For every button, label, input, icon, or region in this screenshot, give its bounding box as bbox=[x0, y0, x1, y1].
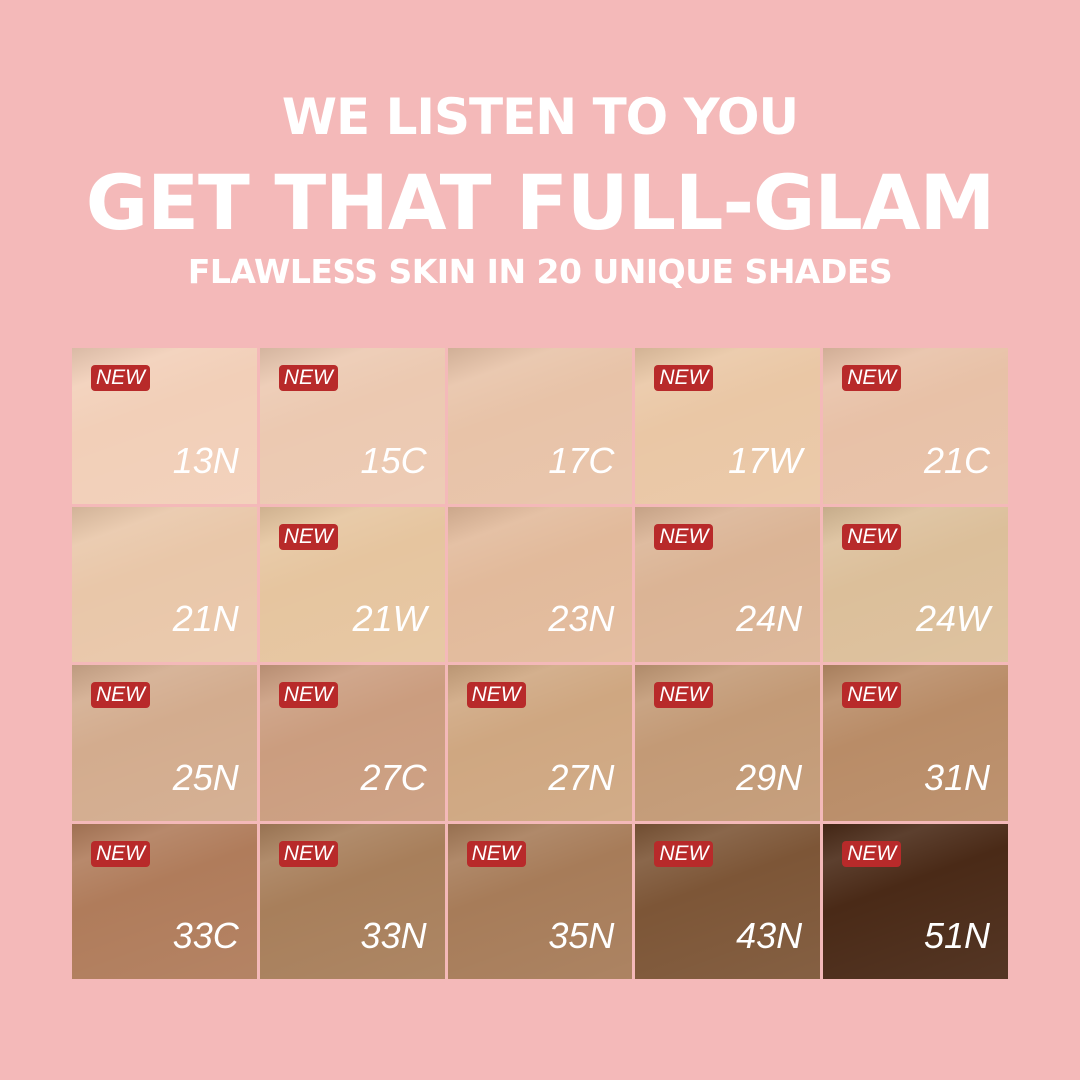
shade-swatch: 23N bbox=[447, 506, 633, 662]
headline-sub: FLAWLESS SKIN IN 20 UNIQUE SHADES bbox=[187, 252, 893, 291]
shade-grid: NEW 13N NEW 15C 17C NEW 17W NEW 21C 21N NEW 21W 23N N… bbox=[72, 348, 1008, 979]
shade-name: 29N bbox=[736, 756, 803, 798]
shade-swatch: 21N bbox=[72, 506, 257, 662]
shade-swatch: NEW 51N bbox=[823, 823, 1008, 979]
shade-name: 33C bbox=[172, 915, 239, 956]
new-badge: NEW bbox=[842, 682, 902, 708]
shade-swatch: 17C bbox=[447, 348, 633, 504]
shade-swatch: NEW 13N bbox=[72, 348, 257, 504]
new-badge: NEW bbox=[466, 840, 526, 867]
shade-name: 17W bbox=[728, 439, 803, 481]
shade-name: 15C bbox=[360, 439, 427, 481]
shade-name: 43N bbox=[736, 915, 803, 956]
new-badge: NEW bbox=[91, 840, 150, 867]
shade-swatch: NEW 21W bbox=[259, 506, 445, 662]
new-badge: NEW bbox=[91, 682, 150, 708]
shade-name: 24W bbox=[915, 598, 990, 639]
new-badge: NEW bbox=[842, 840, 902, 867]
new-badge: NEW bbox=[466, 682, 526, 708]
shade-swatch: NEW 17W bbox=[635, 348, 821, 504]
shade-swatch: NEW 31N bbox=[823, 665, 1008, 821]
shade-swatch: NEW 33N bbox=[259, 823, 445, 979]
new-badge: NEW bbox=[278, 365, 338, 391]
shade-swatch: NEW 15C bbox=[259, 348, 445, 504]
shade-name: 27N bbox=[548, 756, 615, 798]
shade-swatch: NEW 24N bbox=[635, 506, 821, 662]
new-badge: NEW bbox=[654, 840, 714, 867]
shade-name: 33N bbox=[360, 915, 427, 956]
shade-name: 13N bbox=[172, 439, 239, 481]
shade-swatch: NEW 43N bbox=[635, 823, 821, 979]
shade-name: 35N bbox=[548, 915, 615, 956]
shade-swatch: NEW 27C bbox=[259, 665, 445, 821]
new-badge: NEW bbox=[278, 840, 338, 867]
shade-swatch: NEW 21C bbox=[823, 348, 1008, 504]
shade-name: 17C bbox=[548, 439, 615, 481]
shade-name: 24N bbox=[736, 598, 803, 639]
shade-name: 21C bbox=[923, 439, 990, 481]
new-badge: NEW bbox=[91, 365, 150, 391]
shade-swatch: NEW 24W bbox=[823, 506, 1008, 662]
shade-name: 25N bbox=[172, 756, 239, 798]
shade-name: 23N bbox=[548, 598, 615, 639]
shade-swatch: NEW 25N bbox=[72, 665, 257, 821]
new-badge: NEW bbox=[278, 523, 338, 550]
shade-swatch: NEW 33C bbox=[72, 823, 257, 979]
shade-name: 21W bbox=[352, 598, 427, 639]
shade-name: 51N bbox=[923, 915, 990, 956]
shade-swatch: NEW 29N bbox=[635, 665, 821, 821]
shade-swatch: NEW 35N bbox=[447, 823, 633, 979]
headline-main: GET THAT FULL-GLAM bbox=[85, 158, 996, 247]
shade-name: 21N bbox=[172, 598, 239, 639]
new-badge: NEW bbox=[842, 523, 902, 550]
new-badge: NEW bbox=[654, 365, 714, 391]
headline-top: WE LISTEN TO YOU bbox=[281, 88, 799, 146]
shade-name: 31N bbox=[923, 756, 990, 798]
shade-swatch: NEW 27N bbox=[447, 665, 633, 821]
shade-name: 27C bbox=[360, 756, 427, 798]
new-badge: NEW bbox=[654, 523, 714, 550]
new-badge: NEW bbox=[278, 682, 338, 708]
new-badge: NEW bbox=[654, 682, 714, 708]
new-badge: NEW bbox=[842, 365, 902, 391]
